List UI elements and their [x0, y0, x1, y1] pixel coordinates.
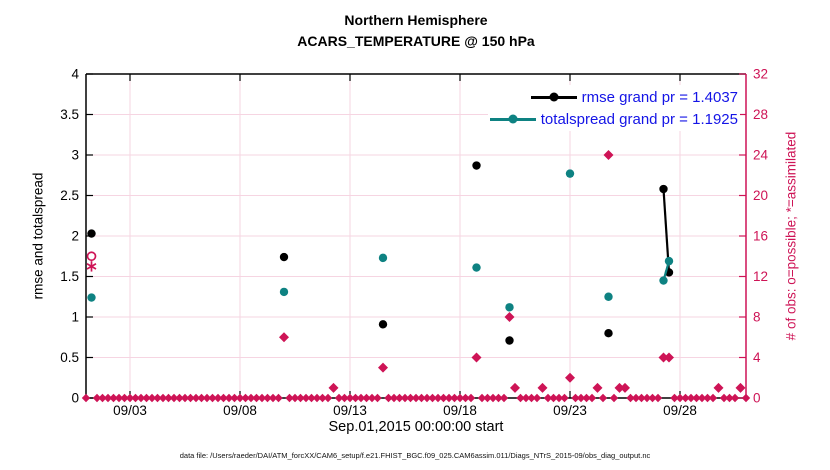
y-axis-label-left: rmse and totalspread [30, 172, 46, 300]
svg-text:1: 1 [71, 310, 79, 325]
svg-text:09/03: 09/03 [113, 403, 147, 418]
svg-text:32: 32 [753, 67, 768, 82]
svg-text:16: 16 [753, 229, 768, 244]
svg-text:2.5: 2.5 [60, 188, 79, 203]
svg-text:4: 4 [753, 350, 761, 365]
svg-text:0: 0 [753, 391, 761, 406]
chart-title-region: Northern Hemisphere [344, 12, 488, 28]
svg-text:0: 0 [71, 391, 79, 406]
legend: rmse grand pr = 1.4037 totalspread grand… [487, 85, 740, 131]
svg-text:3: 3 [71, 148, 79, 163]
totalspread-series [87, 169, 674, 312]
svg-text:8: 8 [753, 310, 761, 325]
svg-text:24: 24 [753, 148, 769, 163]
rmse-line-marker-icon [530, 92, 577, 102]
svg-text:12: 12 [753, 269, 768, 284]
y-axis-label-right: # of obs: o=possible; *=assimilated [783, 131, 799, 341]
svg-text:09/23: 09/23 [553, 403, 587, 418]
legend-row-totalspread: totalspread grand pr = 1.1925 [489, 108, 738, 130]
svg-text:09/18: 09/18 [443, 403, 477, 418]
legend-label-rmse: rmse grand pr = 1.4037 [581, 88, 738, 106]
totalspread-line-marker-icon [489, 114, 536, 124]
svg-text:2: 2 [71, 229, 79, 244]
legend-row-rmse: rmse grand pr = 1.4037 [530, 86, 738, 108]
legend-label-totalspread: totalspread grand pr = 1.1925 [540, 110, 738, 128]
svg-text:0.5: 0.5 [60, 350, 79, 365]
obs-markers-layer [81, 150, 751, 403]
data-file-caption: data file: /Users/raeder/DAI/ATM_forcXX/… [179, 451, 651, 460]
x-axis-label: Sep.01,2015 00:00:00 start [328, 419, 504, 435]
rmse-series [87, 161, 674, 345]
svg-text:1.5: 1.5 [60, 269, 79, 284]
svg-text:09/13: 09/13 [333, 403, 367, 418]
svg-text:28: 28 [753, 107, 768, 122]
svg-text:3.5: 3.5 [60, 107, 79, 122]
svg-text:09/08: 09/08 [223, 403, 257, 418]
chart-title-variable: ACARS_TEMPERATURE @ 150 hPa [297, 33, 535, 49]
axes-layer: 09/03 09/08 09/13 09/18 09/23 09/28 0 0.5 1 1.5 2 2… [60, 67, 768, 419]
svg-text:20: 20 [753, 188, 768, 203]
svg-text:09/28: 09/28 [663, 403, 697, 418]
svg-text:4: 4 [71, 67, 79, 82]
